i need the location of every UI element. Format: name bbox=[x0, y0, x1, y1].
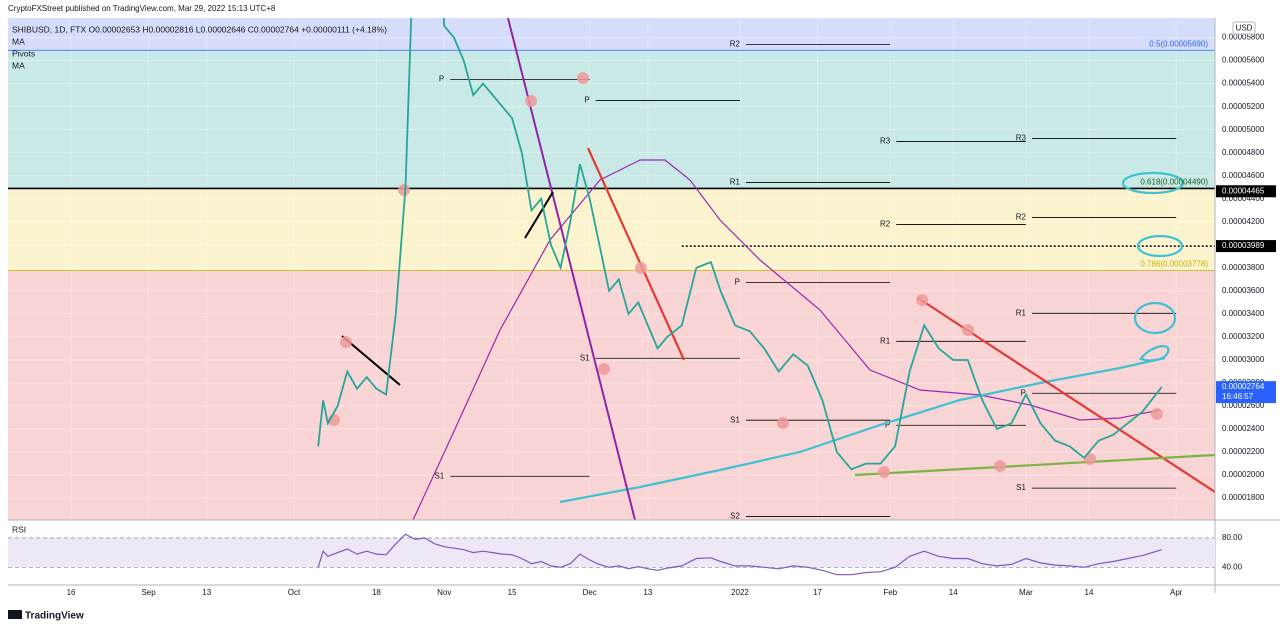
trend-line bbox=[586, 147, 686, 361]
pivot-label: R2 bbox=[1016, 213, 1027, 222]
pivot-label: S1 bbox=[434, 471, 444, 480]
background-bands bbox=[8, 18, 1215, 520]
price-series bbox=[317, 18, 1163, 471]
moving-average bbox=[559, 356, 1166, 504]
fib-label: 0.5(0.00005690) bbox=[1149, 39, 1208, 48]
x-tick-label: 2022 bbox=[731, 588, 749, 597]
brand: TradingView bbox=[25, 611, 84, 622]
rsi-tick-label: 80.00 bbox=[1222, 533, 1243, 542]
y-tick-label: 0.00003800 bbox=[1222, 263, 1265, 272]
y-tick-label: 0.00002600 bbox=[1222, 401, 1265, 410]
pivot-label: R2 bbox=[880, 220, 891, 229]
y-tick-label: 0.00002200 bbox=[1222, 447, 1265, 456]
y-tick-label: 0.00002400 bbox=[1222, 424, 1265, 433]
x-tick-label: Apr bbox=[1170, 588, 1183, 597]
y-tick-label: 0.00005000 bbox=[1222, 125, 1265, 134]
zone bbox=[8, 270, 1215, 520]
price-label: 0.00003989 bbox=[1222, 241, 1265, 250]
pivot-label: R3 bbox=[1016, 134, 1027, 143]
x-tick-label: 17 bbox=[813, 588, 822, 597]
y-tick-label: 0.00003200 bbox=[1222, 332, 1265, 341]
y-tick-label: 0.00003000 bbox=[1222, 355, 1265, 364]
price-line bbox=[317, 18, 1163, 471]
indicator: MA bbox=[12, 60, 25, 70]
price-label-box bbox=[1216, 185, 1276, 198]
pivot-label: S2 bbox=[730, 512, 740, 521]
fib-label: 0.618(0.00004490) bbox=[1140, 178, 1208, 187]
x-tick-label: 18 bbox=[372, 588, 381, 597]
trend-line bbox=[524, 191, 554, 239]
pivot-label: P bbox=[735, 277, 740, 286]
y-tick-label: 0.00004400 bbox=[1222, 194, 1265, 203]
x-tick-label: Dec bbox=[583, 588, 597, 597]
x-tick-label: 15 bbox=[508, 588, 517, 597]
pivot-label: R1 bbox=[730, 178, 741, 187]
y-tick-label: 0.00003400 bbox=[1222, 309, 1265, 318]
fib-label: 0.786(0.00003778) bbox=[1140, 259, 1208, 268]
y-tick-label: 0.00003600 bbox=[1222, 286, 1265, 295]
y-tick-label: 0.00005600 bbox=[1222, 56, 1265, 65]
levels: P S1 P S1 R2 R1 P S1 S2 R3 R2 R1 P R3 R2 R1 P S1 bbox=[8, 40, 1215, 521]
pivot-label: P bbox=[885, 420, 890, 429]
pivot-label: P bbox=[584, 96, 589, 105]
indicator: Pivots bbox=[12, 48, 35, 58]
x-tick-label: 16 bbox=[67, 588, 76, 597]
x-tick-label: Sep bbox=[141, 588, 156, 597]
pivot-label: S1 bbox=[1016, 483, 1026, 492]
x-tick-label: Oct bbox=[288, 588, 301, 597]
price-label: 0.00004465 bbox=[1222, 186, 1265, 195]
currency: USD bbox=[1236, 24, 1253, 33]
x-tick-label: 14 bbox=[949, 588, 958, 597]
moving-average bbox=[412, 159, 1161, 520]
y-tick-label: 0.00004800 bbox=[1222, 148, 1265, 157]
y-tick-label: 0.00005200 bbox=[1222, 102, 1265, 111]
logo bbox=[8, 610, 22, 619]
x-tick-label: Mar bbox=[1019, 588, 1033, 597]
pivot-label: R1 bbox=[1016, 308, 1027, 317]
pivot-label: P bbox=[439, 75, 444, 84]
price-label-box bbox=[1216, 240, 1276, 253]
x-tick-label: Feb bbox=[883, 588, 897, 597]
x-tick-label: 13 bbox=[202, 588, 211, 597]
y-tick-label: 0.00004200 bbox=[1222, 217, 1265, 226]
drawings bbox=[328, 18, 1215, 520]
y-tick-label: 0.00005400 bbox=[1222, 79, 1265, 88]
pivot-label: R2 bbox=[730, 40, 741, 49]
pivot-label: R3 bbox=[880, 137, 891, 146]
rsi-pane: 80.00 40.00 bbox=[8, 533, 1243, 576]
rsi-tick-label: 40.00 bbox=[1222, 562, 1243, 571]
trend-line bbox=[854, 453, 1215, 477]
indicator: MA bbox=[12, 36, 25, 46]
y-tick-label: 0.00004600 bbox=[1222, 171, 1265, 180]
pivot-markers bbox=[328, 72, 1163, 478]
currency-box[interactable] bbox=[1232, 21, 1256, 35]
pivot-label: S1 bbox=[730, 415, 740, 424]
pivot-label: P bbox=[1021, 388, 1026, 397]
zone bbox=[8, 50, 1215, 189]
hand-drawn-circles bbox=[1121, 171, 1185, 362]
x-tick-label: 13 bbox=[643, 588, 652, 597]
y-tick-label: 0.00001800 bbox=[1222, 493, 1265, 502]
x-tick-label: 14 bbox=[1085, 588, 1094, 597]
publisher: CryptoFXStreet published on TradingView.… bbox=[8, 4, 276, 13]
axes: 0.00005800 0.00005600 0.00005400 0.00005200… bbox=[67, 33, 1276, 597]
price-label-box bbox=[1216, 381, 1276, 404]
x-tick-label: Nov bbox=[437, 588, 451, 597]
y-tick-label: 0.00002000 bbox=[1222, 470, 1265, 479]
y-tick-label: 0.00005800 bbox=[1222, 33, 1265, 42]
pivot-label: R1 bbox=[880, 336, 891, 345]
price-label: 0.00002764 bbox=[1222, 382, 1265, 391]
trend-line bbox=[341, 335, 401, 386]
price-axis-bg bbox=[1215, 18, 1280, 593]
rsi-title: RSI bbox=[12, 524, 26, 534]
rsi-line bbox=[317, 533, 1162, 576]
pivot-label: S1 bbox=[580, 353, 590, 362]
zone bbox=[8, 18, 1215, 51]
rsi-band bbox=[8, 537, 1215, 568]
symbol-line: SHIBUSD, 1D, FTX O0.00002653 H0.00002816… bbox=[12, 24, 387, 34]
price-label-time: 16:46:57 bbox=[1222, 392, 1254, 401]
